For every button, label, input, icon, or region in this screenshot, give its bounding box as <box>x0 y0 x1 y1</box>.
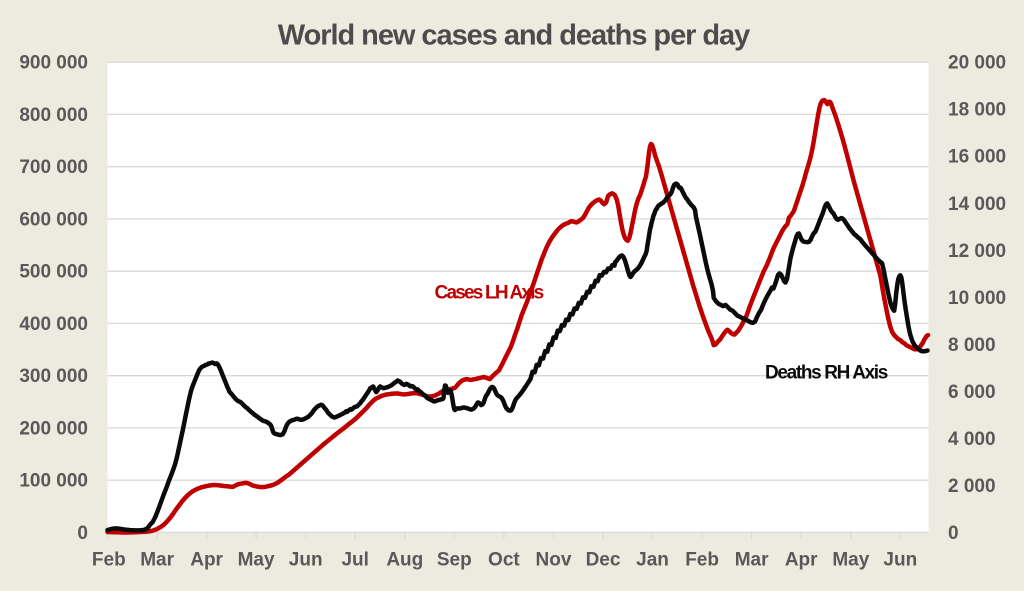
svg-text:Apr: Apr <box>785 550 818 571</box>
svg-text:6 000: 6 000 <box>948 382 996 403</box>
svg-text:Mar: Mar <box>140 550 174 571</box>
svg-text:14 000: 14 000 <box>948 194 1006 215</box>
svg-text:Apr: Apr <box>190 550 223 571</box>
svg-text:Dec: Dec <box>586 550 621 571</box>
svg-text:8 000: 8 000 <box>948 335 996 356</box>
svg-text:100 000: 100 000 <box>19 471 88 492</box>
svg-text:200 000: 200 000 <box>19 418 88 439</box>
svg-text:Sep: Sep <box>437 550 472 571</box>
svg-text:Feb: Feb <box>685 550 719 571</box>
svg-text:Jun: Jun <box>883 550 917 571</box>
svg-text:800 000: 800 000 <box>19 105 88 126</box>
svg-text:Aug: Aug <box>386 550 423 571</box>
svg-text:Feb: Feb <box>92 550 126 571</box>
svg-text:12 000: 12 000 <box>948 241 1006 262</box>
svg-text:10 000: 10 000 <box>948 288 1006 309</box>
svg-text:Jan: Jan <box>636 550 669 571</box>
svg-text:World new cases and deaths per: World new cases and deaths per day <box>278 20 750 52</box>
svg-text:700 000: 700 000 <box>19 157 88 178</box>
svg-text:900 000: 900 000 <box>19 53 88 74</box>
svg-text:Jun: Jun <box>289 550 323 571</box>
svg-text:20 000: 20 000 <box>948 53 1006 74</box>
svg-text:Cases LH Axis: Cases LH Axis <box>435 283 544 304</box>
svg-text:300 000: 300 000 <box>19 366 88 387</box>
svg-text:May: May <box>238 550 275 571</box>
svg-text:Nov: Nov <box>536 550 572 571</box>
svg-text:400 000: 400 000 <box>19 314 88 335</box>
svg-text:2 000: 2 000 <box>948 476 996 497</box>
svg-text:Jul: Jul <box>341 550 368 571</box>
svg-text:0: 0 <box>948 523 959 544</box>
svg-text:Deaths RH Axis: Deaths RH Axis <box>765 363 888 384</box>
svg-text:16 000: 16 000 <box>948 147 1006 168</box>
svg-text:4 000: 4 000 <box>948 429 996 450</box>
svg-text:Mar: Mar <box>735 550 769 571</box>
svg-text:600 000: 600 000 <box>19 209 88 230</box>
svg-text:0: 0 <box>77 523 88 544</box>
svg-text:500 000: 500 000 <box>19 262 88 283</box>
svg-text:18 000: 18 000 <box>948 100 1006 121</box>
svg-text:May: May <box>832 550 869 571</box>
svg-text:Oct: Oct <box>488 550 520 571</box>
